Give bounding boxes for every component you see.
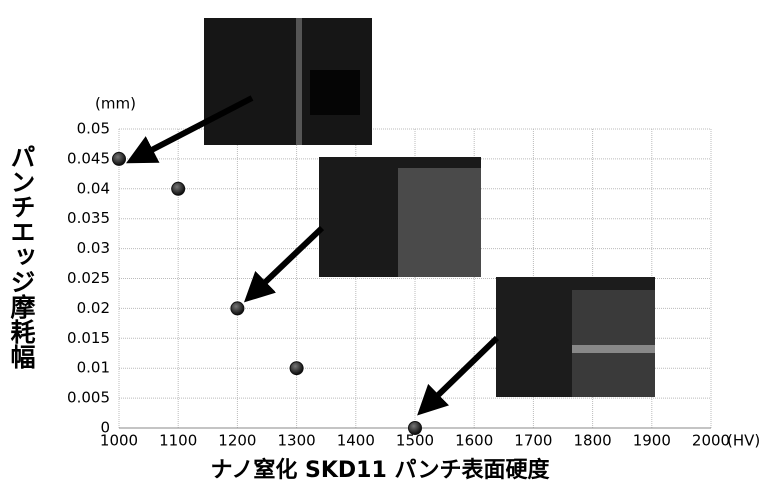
arrow [430, 338, 497, 403]
x-tick-label: 1700 [514, 432, 552, 450]
x-tick-label: 2000 [692, 432, 730, 450]
y-tick-label: 0.04 [77, 179, 110, 197]
point [231, 302, 244, 315]
point [409, 422, 422, 435]
y-tick-label: 0.025 [67, 269, 110, 287]
y-tick-label: 0.02 [77, 299, 110, 317]
arrow [257, 228, 322, 290]
point [172, 182, 185, 195]
inset-detail [572, 345, 655, 353]
x-tick-label: 1900 [633, 432, 671, 450]
inset-detail [310, 70, 360, 115]
x-tick-label: 1300 [278, 432, 316, 450]
chart: (mm) (HV) ナノ窒化 SKD11 パンチ表面硬度 00.0050.010… [0, 0, 773, 495]
x-tick-label: 1800 [574, 432, 612, 450]
x-tick-label: 1400 [337, 432, 375, 450]
point [113, 152, 126, 165]
y-tick-label: 0.015 [67, 329, 110, 347]
page: (mm) (HV) ナノ窒化 SKD11 パンチ表面硬度 00.0050.010… [0, 0, 773, 495]
inset-detail [572, 290, 655, 397]
point [290, 362, 303, 375]
y-tick-label: 0.045 [67, 149, 110, 167]
x-tick-label: 1000 [100, 432, 138, 450]
inset-images [204, 18, 655, 397]
y-unit: (mm) [95, 95, 136, 113]
y-axis-title: パンチエッジ摩耗幅 [6, 144, 36, 369]
inset-detail [398, 168, 481, 277]
x-tick-label: 1600 [455, 432, 493, 450]
inset-detail [296, 18, 302, 145]
x-tick-label: 1100 [159, 432, 197, 450]
y-tick-label: 0.01 [77, 359, 110, 377]
y-tick-label: 0.05 [77, 120, 110, 138]
y-tick-label: 0.03 [77, 239, 110, 257]
x-unit: (HV) [727, 432, 760, 450]
y-tick-label: 0.005 [67, 389, 110, 407]
x-tick-label: 1200 [218, 432, 256, 450]
x-axis-title: ナノ窒化 SKD11 パンチ表面硬度 [210, 457, 550, 483]
y-tick-label: 0.035 [67, 209, 110, 227]
